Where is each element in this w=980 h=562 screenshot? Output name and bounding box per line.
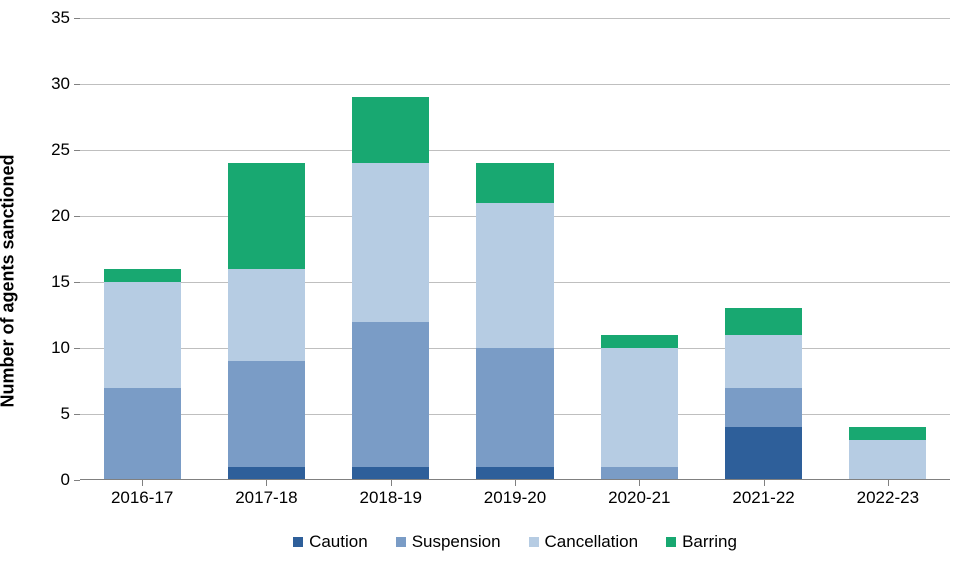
- x-tick-label: 2021-22: [732, 488, 794, 508]
- legend-label: Caution: [309, 532, 368, 552]
- bar-group: [601, 18, 678, 480]
- bar-group: [104, 18, 181, 480]
- bar-segment-suspension: [352, 322, 429, 467]
- bar-segment-cancellation: [352, 163, 429, 321]
- bar-group: [849, 18, 926, 480]
- bar-segment-suspension: [476, 348, 553, 467]
- x-tick-label: 2020-21: [608, 488, 670, 508]
- legend: Caution Suspension Cancellation Barring: [80, 532, 950, 552]
- x-tick-mark: [391, 480, 392, 486]
- bar-segment-cancellation: [725, 335, 802, 388]
- legend-swatch: [529, 537, 539, 547]
- y-tick-label: 15: [51, 272, 70, 292]
- legend-item-cancellation: Cancellation: [529, 532, 639, 552]
- x-tick-label: 2017-18: [235, 488, 297, 508]
- x-tick-mark: [266, 480, 267, 486]
- bar-segment-barring: [352, 97, 429, 163]
- y-tick-label: 10: [51, 338, 70, 358]
- x-tick-mark: [639, 480, 640, 486]
- legend-swatch: [666, 537, 676, 547]
- bar-segment-cancellation: [104, 282, 181, 388]
- y-tick-label: 35: [51, 8, 70, 28]
- bar-group: [725, 18, 802, 480]
- bar-segment-barring: [601, 335, 678, 348]
- y-tick-label: 0: [61, 470, 70, 490]
- legend-label: Cancellation: [545, 532, 639, 552]
- legend-item-suspension: Suspension: [396, 532, 501, 552]
- y-tick-mark: [74, 480, 80, 481]
- x-tick-mark: [142, 480, 143, 486]
- x-tick-label: 2018-19: [360, 488, 422, 508]
- y-tick-label: 25: [51, 140, 70, 160]
- x-tick-mark: [764, 480, 765, 486]
- bar-segment-suspension: [104, 388, 181, 480]
- bar-segment-barring: [476, 163, 553, 203]
- y-tick-label: 20: [51, 206, 70, 226]
- legend-label: Barring: [682, 532, 737, 552]
- bar-segment-caution: [725, 427, 802, 480]
- x-tick-label: 2016-17: [111, 488, 173, 508]
- bar-segment-barring: [849, 427, 926, 440]
- y-axis-label: Number of agents sanctioned: [0, 154, 19, 407]
- bar-segment-cancellation: [601, 348, 678, 467]
- bar-group: [228, 18, 305, 480]
- x-tick-mark: [888, 480, 889, 486]
- plot-area: 051015202530352016-172017-182018-192019-…: [80, 18, 950, 480]
- y-tick-mark: [74, 18, 80, 19]
- bars-layer: [80, 18, 950, 480]
- x-tick-label: 2022-23: [857, 488, 919, 508]
- y-tick-mark: [74, 150, 80, 151]
- bar-group: [476, 18, 553, 480]
- y-tick-mark: [74, 414, 80, 415]
- y-tick-mark: [74, 84, 80, 85]
- chart-container: Number of agents sanctioned 051015202530…: [0, 0, 980, 562]
- bar-segment-cancellation: [228, 269, 305, 361]
- y-tick-label: 30: [51, 74, 70, 94]
- y-tick-mark: [74, 216, 80, 217]
- y-tick-mark: [74, 282, 80, 283]
- bar-group: [352, 18, 429, 480]
- legend-item-barring: Barring: [666, 532, 737, 552]
- x-tick-label: 2019-20: [484, 488, 546, 508]
- bar-segment-cancellation: [476, 203, 553, 348]
- bar-segment-barring: [725, 308, 802, 334]
- bar-segment-barring: [228, 163, 305, 269]
- y-tick-label: 5: [61, 404, 70, 424]
- legend-item-caution: Caution: [293, 532, 368, 552]
- bar-segment-suspension: [725, 388, 802, 428]
- legend-swatch: [293, 537, 303, 547]
- legend-label: Suspension: [412, 532, 501, 552]
- bar-segment-barring: [104, 269, 181, 282]
- x-tick-mark: [515, 480, 516, 486]
- y-tick-mark: [74, 348, 80, 349]
- legend-swatch: [396, 537, 406, 547]
- bar-segment-suspension: [228, 361, 305, 467]
- bar-segment-cancellation: [849, 440, 926, 480]
